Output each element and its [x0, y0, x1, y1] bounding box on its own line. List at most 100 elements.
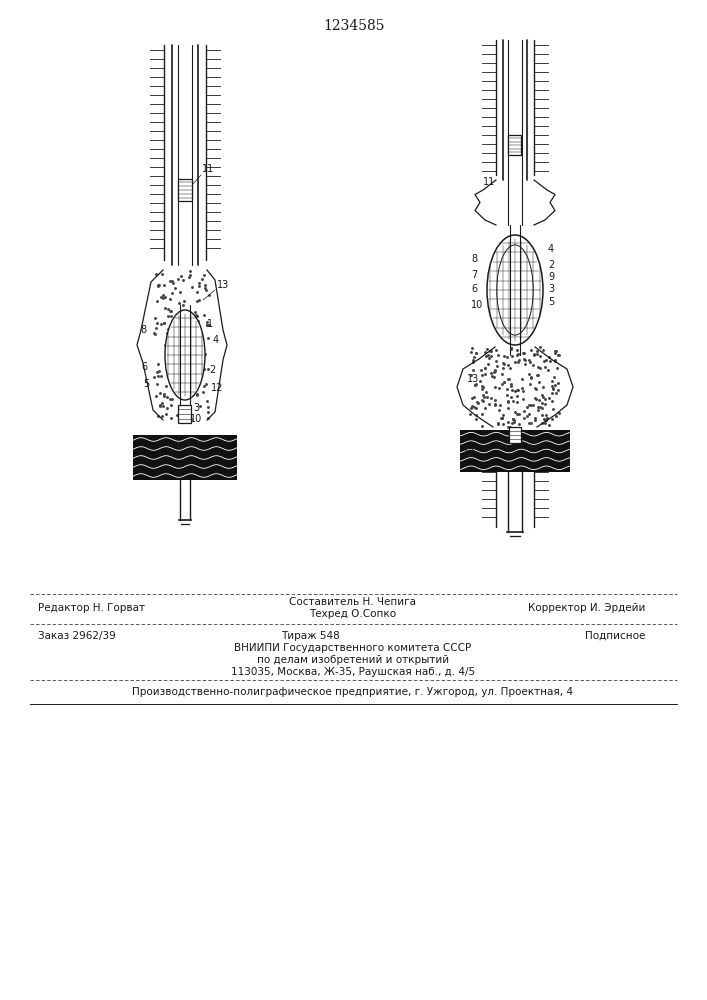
Point: [194, 338, 205, 354]
Point: [188, 383, 199, 399]
Bar: [460, 430, 570, 472]
Text: 1: 1: [207, 319, 213, 329]
Point: [177, 272, 189, 288]
Text: 5: 5: [548, 297, 554, 307]
Point: [164, 371, 175, 387]
Point: [201, 393, 213, 409]
Point: [539, 415, 550, 431]
Point: [527, 357, 538, 373]
Point: [184, 335, 195, 351]
Point: [513, 416, 525, 432]
Point: [204, 287, 215, 303]
Point: [183, 269, 194, 285]
Point: [539, 359, 551, 375]
Point: [550, 385, 561, 401]
Point: [182, 398, 194, 414]
Point: [476, 418, 487, 434]
Point: [155, 316, 166, 332]
Point: [490, 363, 501, 379]
Point: [485, 343, 496, 359]
Text: 13: 13: [217, 280, 229, 290]
Point: [469, 377, 481, 393]
Text: 9: 9: [548, 272, 554, 282]
Point: [519, 356, 530, 372]
Point: [537, 389, 549, 405]
Point: [151, 293, 163, 309]
Point: [182, 335, 194, 351]
Text: Техред О.Сопко: Техред О.Сопко: [310, 609, 397, 619]
Text: по делам изобретений и открытий: по делам изобретений и открытий: [257, 655, 449, 665]
Point: [162, 308, 173, 324]
Point: [157, 398, 168, 414]
Point: [523, 415, 534, 431]
Point: [501, 349, 513, 365]
Point: [166, 391, 177, 407]
Point: [537, 400, 548, 416]
Point: [479, 360, 491, 376]
Point: [159, 315, 170, 331]
Point: [489, 369, 500, 385]
Point: [536, 407, 547, 423]
Point: [158, 277, 169, 293]
Point: [182, 333, 193, 349]
Point: [534, 399, 546, 415]
Point: [506, 382, 518, 398]
Point: [511, 394, 522, 410]
Point: [504, 371, 515, 387]
Text: Заказ 2962/39: Заказ 2962/39: [38, 631, 116, 641]
Point: [505, 340, 516, 356]
Point: [172, 407, 183, 423]
Point: [532, 346, 543, 362]
Point: [152, 277, 163, 293]
Point: [165, 303, 177, 319]
Point: [151, 388, 162, 404]
Point: [489, 364, 500, 380]
Point: [169, 319, 180, 335]
Point: [182, 361, 194, 377]
Point: [201, 317, 213, 333]
Point: [498, 356, 510, 372]
Point: [203, 399, 214, 415]
Point: [493, 402, 505, 418]
Point: [165, 391, 176, 407]
Text: 13: 13: [467, 374, 479, 384]
Text: 7: 7: [471, 270, 477, 280]
Point: [477, 392, 488, 408]
Text: Фиг.2: Фиг.2: [502, 438, 538, 452]
Point: [513, 354, 524, 370]
Point: [194, 278, 205, 294]
Point: [479, 366, 491, 382]
Point: [165, 316, 177, 332]
Bar: [133, 435, 237, 480]
Point: [506, 341, 517, 357]
Point: [522, 408, 533, 424]
Point: [489, 392, 501, 408]
Point: [536, 415, 547, 431]
Point: [150, 320, 161, 336]
Point: [494, 397, 506, 413]
Point: [502, 394, 513, 410]
Point: [503, 419, 514, 435]
Point: [191, 386, 202, 402]
Point: [496, 410, 508, 426]
Point: [552, 375, 563, 391]
Point: [469, 377, 481, 393]
Point: [502, 400, 513, 416]
Point: [166, 334, 177, 350]
Point: [467, 354, 479, 370]
Point: [496, 366, 508, 382]
Point: [158, 388, 170, 404]
Point: [194, 398, 206, 414]
Point: [162, 400, 173, 416]
Point: [506, 389, 517, 405]
Text: Редактор Н. Горват: Редактор Н. Горват: [38, 603, 145, 613]
Point: [203, 330, 214, 346]
Point: [547, 373, 558, 389]
Point: [524, 352, 535, 368]
Point: [505, 419, 516, 435]
Point: [201, 317, 213, 333]
Point: [191, 284, 202, 300]
Point: [153, 363, 165, 379]
Point: [549, 353, 561, 369]
Point: [165, 410, 177, 426]
